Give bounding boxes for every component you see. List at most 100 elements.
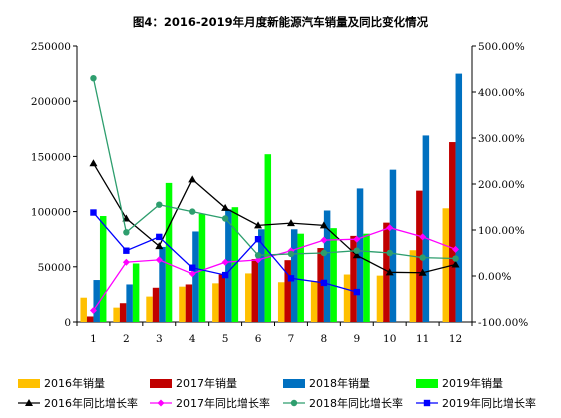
left-tick-label: 0 <box>64 317 71 329</box>
series-line <box>92 78 456 260</box>
triangle-marker <box>188 175 197 183</box>
bar <box>251 259 259 322</box>
triangle-marker <box>352 251 361 259</box>
left-tick-label: 250000 <box>31 41 71 53</box>
x-tick-label: 3 <box>156 333 163 345</box>
bar <box>310 281 318 322</box>
diamond-marker <box>320 236 328 244</box>
triangle-marker <box>319 221 328 229</box>
diamond-marker <box>353 235 361 243</box>
bar <box>245 273 252 322</box>
triangle-marker <box>221 203 230 211</box>
circle-marker <box>254 252 262 259</box>
right-tick-label: 500.00% <box>478 41 525 53</box>
bar <box>113 307 120 322</box>
triangle-marker <box>286 219 295 227</box>
circle-marker <box>452 255 459 262</box>
bar <box>363 233 370 322</box>
series-line <box>92 162 456 274</box>
bar <box>442 208 450 322</box>
bar <box>383 222 390 322</box>
legend-swatch <box>18 379 40 388</box>
x-tick-label: 8 <box>321 333 328 345</box>
square-marker <box>123 247 130 254</box>
square-marker <box>353 288 360 296</box>
bar <box>212 283 219 322</box>
left-tick-label: 50000 <box>38 262 71 274</box>
square-marker <box>221 271 229 279</box>
circle-marker <box>353 247 360 254</box>
bar <box>343 274 351 322</box>
x-tick-label: 5 <box>222 333 229 345</box>
bar <box>218 274 226 322</box>
bar <box>422 135 430 322</box>
triangle-marker <box>418 268 427 276</box>
bar <box>198 213 206 322</box>
bar <box>449 142 456 322</box>
diamond-marker <box>452 245 460 253</box>
left-tick-label: 150000 <box>31 151 71 163</box>
circle-marker <box>123 229 130 236</box>
diamond-marker <box>155 256 163 264</box>
chart-title: 图4：2016-2019年月度新能源汽车销量及同比变化情况 <box>132 15 429 29</box>
right-tick-label: 0.00% <box>478 271 511 283</box>
bar <box>416 190 423 322</box>
x-tick-label: 2 <box>123 333 130 345</box>
bar <box>290 229 298 322</box>
right-tick-label: 400.00% <box>478 87 525 99</box>
left-tick-label: 100000 <box>31 207 71 219</box>
bar <box>455 73 463 322</box>
legend-label: 2017年销量 <box>176 376 237 390</box>
x-tick-label: 4 <box>189 333 196 345</box>
bar <box>80 297 87 322</box>
bar <box>165 182 173 322</box>
diamond-marker <box>419 233 427 241</box>
bar <box>389 169 397 322</box>
diamond-marker <box>89 307 97 314</box>
triangle-marker <box>89 159 98 167</box>
legend-label: 2019年同比增长率 <box>442 396 536 410</box>
square-marker <box>320 279 328 287</box>
legend-label: 2019年销量 <box>442 376 503 390</box>
triangle-marker <box>254 221 263 229</box>
legend-swatch <box>150 379 172 388</box>
circle-marker <box>221 215 229 222</box>
legend-label: 2018年销量 <box>309 376 370 390</box>
right-tick-label: 100.00% <box>478 225 525 237</box>
series-line <box>92 227 456 311</box>
square-marker <box>423 399 431 407</box>
square-marker <box>156 233 163 241</box>
circle-marker <box>290 399 298 407</box>
bar <box>99 216 107 322</box>
triangle-marker <box>451 260 460 268</box>
circle-marker <box>287 250 295 258</box>
bar <box>264 154 272 322</box>
diamond-marker <box>254 256 262 264</box>
x-tick-label: 10 <box>383 333 396 345</box>
bar <box>330 228 337 322</box>
bar <box>323 210 331 322</box>
right-tick-label: 300.00% <box>478 133 525 145</box>
circle-marker <box>386 249 393 257</box>
bar <box>179 286 186 322</box>
x-tick-label: 9 <box>353 333 360 345</box>
diamond-marker <box>386 224 394 232</box>
bar <box>185 284 193 322</box>
bar <box>192 231 199 322</box>
x-tick-label: 12 <box>449 333 462 345</box>
legend-label: 2018年同比增长率 <box>309 396 403 410</box>
bar <box>159 246 166 322</box>
right-tick-label: -100.00% <box>478 317 528 329</box>
bar <box>409 250 417 322</box>
x-tick-label: 7 <box>288 333 295 345</box>
square-marker <box>254 236 262 243</box>
x-tick-label: 1 <box>90 333 97 345</box>
diamond-marker <box>157 399 165 407</box>
legend-swatch <box>283 379 305 388</box>
bar <box>356 188 364 322</box>
bar <box>350 235 357 322</box>
bar <box>277 282 285 322</box>
circle-marker <box>419 254 426 261</box>
square-marker <box>189 264 196 271</box>
legend-label: 2017年同比增长率 <box>176 396 270 410</box>
